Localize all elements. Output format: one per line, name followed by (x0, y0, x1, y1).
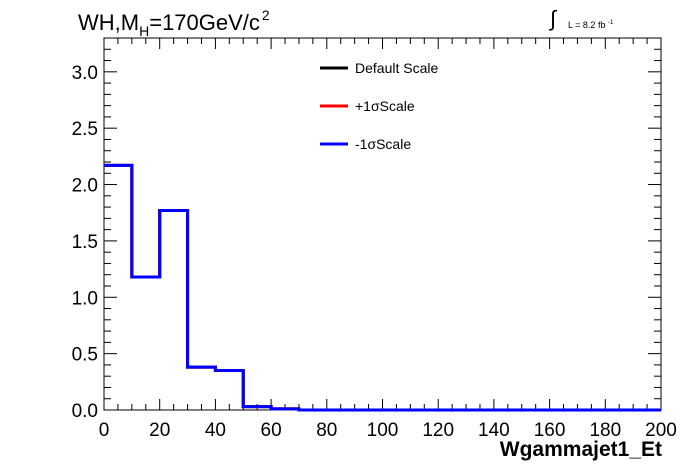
y-axis: 0.0 0.5 1.0 1.5 2.0 2.5 3.0 (72, 37, 661, 422)
legend-label: +1σScale (355, 98, 415, 114)
series-2-line (104, 163, 661, 412)
x-tick-label: 20 (149, 420, 170, 441)
legend-label: Default Scale (355, 60, 438, 76)
luminosity-text: L = 8.2 fb (568, 20, 606, 30)
x-tick-label: 60 (261, 420, 282, 441)
x-tick-label: 120 (422, 420, 454, 441)
x-tick-label: 160 (534, 420, 566, 441)
y-tick-label: 3.0 (72, 63, 98, 84)
x-tick-label: 140 (478, 420, 510, 441)
series-layer (104, 163, 661, 412)
title-subscript: H (139, 23, 150, 39)
title-middle: =170GeV/c (149, 10, 260, 35)
y-tick-label: 0.5 (72, 345, 98, 366)
title-prefix: WH,M (78, 10, 140, 35)
title-superscript: 2 (261, 7, 270, 23)
y-tick-label: 1.0 (72, 288, 98, 309)
x-tick-label: 80 (316, 420, 337, 441)
x-tick-label: 180 (589, 420, 621, 441)
integral-symbol: ∫ (550, 6, 557, 31)
y-tick-label: 1.5 (72, 232, 98, 253)
legend-label: -1σScale (355, 136, 411, 152)
luminosity-superscript: -1 (607, 20, 614, 26)
legend: Default Scale +1σScale -1σScale (320, 60, 438, 152)
x-tick-label: 100 (367, 420, 399, 441)
x-axis: 0 20 40 60 80 100 120 140 160 180 200 (99, 38, 677, 441)
y-tick-label: 2.5 (72, 119, 98, 140)
y-tick-label: 2.0 (72, 176, 98, 197)
x-tick-label: 40 (205, 420, 226, 441)
x-axis-label: Wgammajet1_Et (499, 438, 662, 461)
x-tick-label: 200 (645, 420, 677, 441)
x-tick-label: 0 (99, 420, 110, 441)
chart-title: WH,MH=170GeV/c 2 (78, 7, 270, 39)
y-tick-label: 0.0 (72, 401, 98, 422)
